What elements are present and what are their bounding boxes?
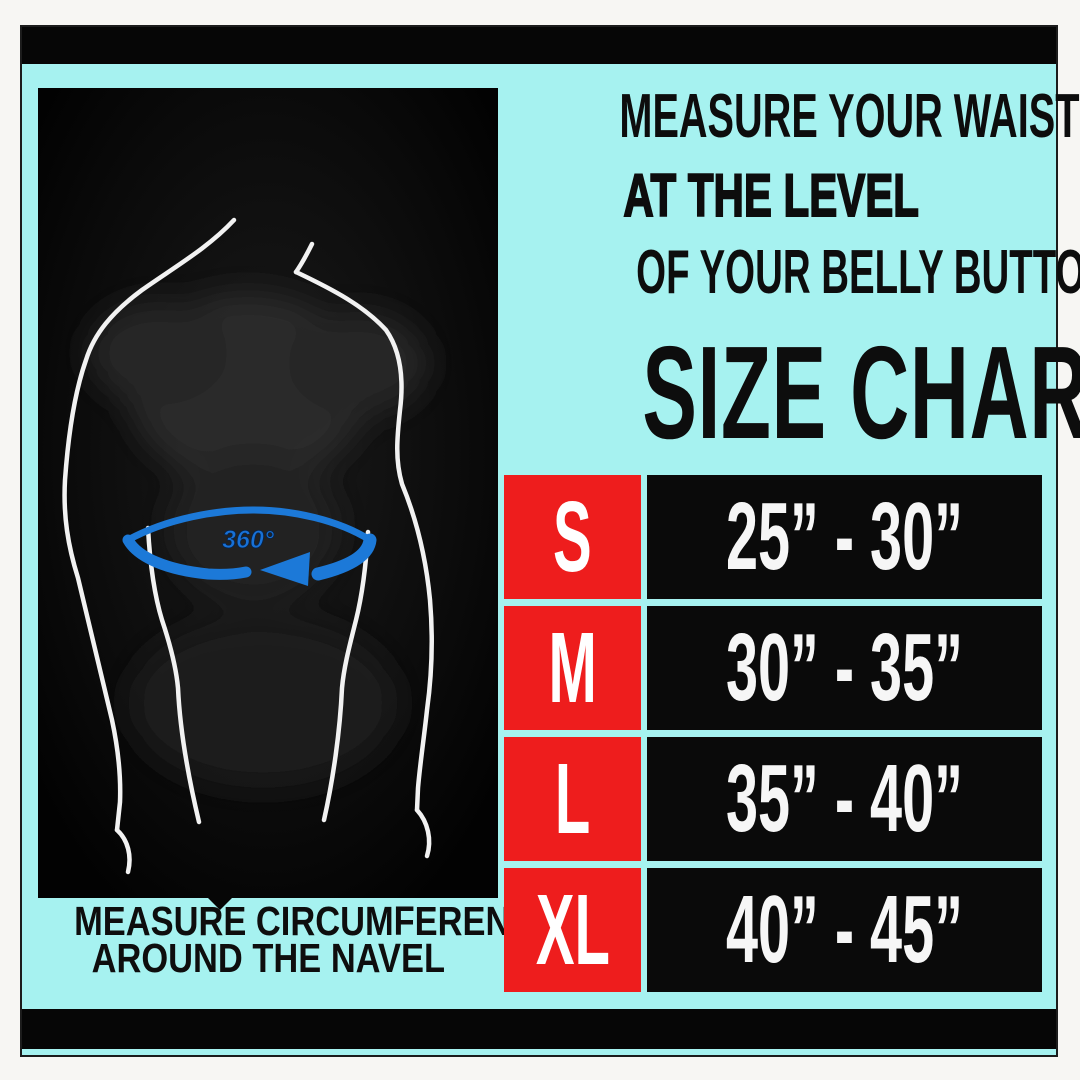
- table-row: L 35” - 40”: [504, 737, 1042, 861]
- size-chart-title: SIZE CHART: [642, 319, 1080, 466]
- torso-photo: 360°: [38, 88, 498, 898]
- size-guide-panel: 360° MEASURE CIRCUMFERENCE AROUND THE NA…: [20, 25, 1080, 1057]
- size-cell: XL: [504, 868, 642, 992]
- male-torso-silhouette: 360°: [38, 88, 498, 898]
- rotation-360-arrow-icon: 360°: [122, 506, 377, 586]
- size-cell: L: [504, 737, 642, 861]
- heading-line-3: OF YOUR BELLY BUTTON: [636, 238, 1080, 307]
- table-row: M 30” - 35”: [504, 606, 1042, 730]
- range-cell: 30” - 35”: [647, 606, 1042, 730]
- table-row: S 25” - 30”: [504, 475, 1042, 599]
- photo-caption: MEASURE CIRCUMFERENCE AROUND THE NAVEL: [28, 901, 558, 981]
- heading-line-2: AT THE LEVEL: [623, 161, 920, 230]
- rotation-degrees-label: 360°: [222, 526, 275, 554]
- table-row: XL 40” - 45”: [504, 868, 1042, 992]
- size-cell: S: [504, 475, 642, 599]
- panel-notch: [208, 898, 232, 910]
- caption-line-1: MEASURE CIRCUMFERENCE: [74, 898, 559, 944]
- range-cell: 35” - 40”: [647, 737, 1042, 861]
- range-cell: 40” - 45”: [647, 868, 1042, 992]
- torso-outline: [62, 217, 434, 875]
- top-border-bar: [22, 27, 1056, 64]
- heading-line-1: MEASURE YOUR WAIST: [619, 82, 1080, 151]
- caption-line-2: AROUND THE NAVEL: [91, 935, 445, 981]
- bottom-border-bar: [22, 1009, 1056, 1049]
- size-cell: M: [504, 606, 642, 730]
- range-cell: 25” - 30”: [647, 475, 1042, 599]
- size-table: S 25” - 30” M 30” - 35” L 35” - 40” XL 4…: [504, 475, 1042, 992]
